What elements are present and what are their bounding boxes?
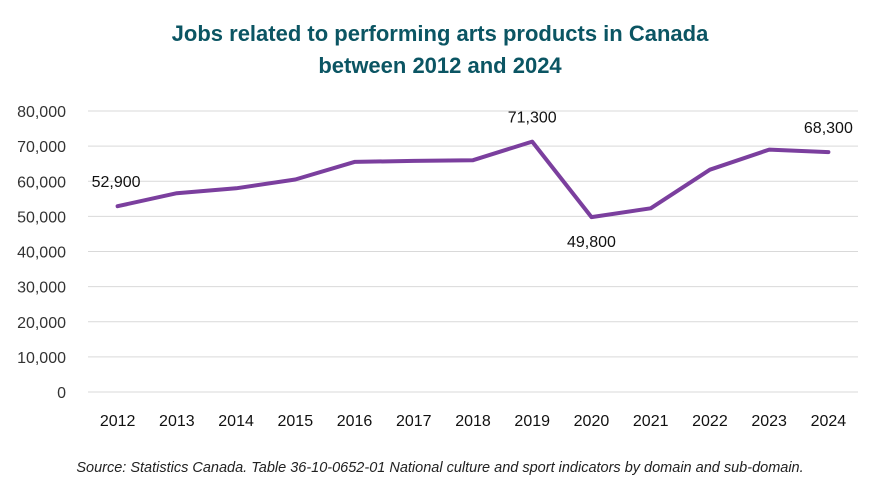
y-tick-label: 50,000 xyxy=(17,209,66,226)
y-tick-label: 40,000 xyxy=(17,245,66,262)
data-point xyxy=(471,158,475,162)
x-tick-label: 2023 xyxy=(751,413,787,430)
data-point xyxy=(708,168,712,172)
x-tick-label: 2017 xyxy=(396,413,432,430)
data-point xyxy=(530,140,534,144)
data-label: 52,900 xyxy=(92,174,141,191)
y-tick-label: 60,000 xyxy=(17,174,66,191)
x-tick-label: 2014 xyxy=(218,413,254,430)
x-tick-label: 2015 xyxy=(278,413,314,430)
data-point xyxy=(767,148,771,152)
x-tick-label: 2020 xyxy=(574,413,610,430)
data-label: 68,300 xyxy=(804,120,853,137)
line-chart: 0 10,000 20,000 30,000 40,000 50,000 60,000 70,… xyxy=(17,104,858,430)
data-point xyxy=(589,215,593,219)
x-tick-label: 2018 xyxy=(455,413,491,430)
y-tick-label: 30,000 xyxy=(17,280,66,297)
data-point xyxy=(353,160,357,164)
y-tick-label: 80,000 xyxy=(17,104,66,121)
chart-title-line-1: Jobs related to performing arts products… xyxy=(171,21,709,46)
data-point xyxy=(412,159,416,163)
x-tick-label: 2022 xyxy=(692,413,728,430)
x-tick-label: 2019 xyxy=(514,413,550,430)
series-line xyxy=(115,139,831,220)
y-tick-label: 20,000 xyxy=(17,315,66,332)
x-tick-label: 2012 xyxy=(100,413,136,430)
chart-title: Jobs related to performing arts products… xyxy=(0,18,880,82)
y-tick-label: 70,000 xyxy=(17,139,66,156)
data-point xyxy=(116,204,120,208)
x-tick-label: 2021 xyxy=(633,413,669,430)
data-point xyxy=(175,191,179,195)
x-tick-label: 2024 xyxy=(811,413,847,430)
data-point xyxy=(649,206,653,210)
chart-title-line-2: between 2012 and 2024 xyxy=(318,53,562,78)
data-point xyxy=(293,177,297,181)
y-tick-label: 0 xyxy=(57,385,66,402)
data-point xyxy=(826,150,830,154)
x-tick-label: 2016 xyxy=(337,413,373,430)
data-label: 71,300 xyxy=(508,110,557,127)
x-tick-label: 2013 xyxy=(159,413,195,430)
data-label: 49,800 xyxy=(567,234,616,251)
y-tick-label: 10,000 xyxy=(17,350,66,367)
data-point xyxy=(234,186,238,190)
source-note: Source: Statistics Canada. Table 36-10-0… xyxy=(76,460,804,476)
